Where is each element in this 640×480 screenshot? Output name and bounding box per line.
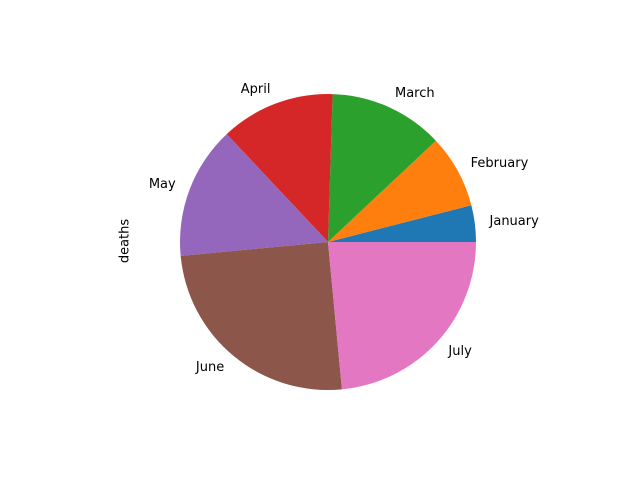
pie-slice-july [328,242,476,390]
pie-label-july: July [447,344,472,359]
y-axis-label: deaths [118,219,133,264]
pie-label-january: January [489,214,540,229]
pie-label-march: March [395,86,435,101]
pie-slice-march [328,94,436,242]
pie-label-february: February [471,156,529,171]
pie-slice-january [328,205,477,242]
pie-label-june: June [195,360,224,375]
pie-label-may: May [149,177,176,192]
pie-slice-may [180,134,328,256]
pie-labels: January February March April May June July [149,82,539,375]
pie-slice-april [226,93,333,242]
pie-label-april: April [241,82,271,97]
pie-slice-june [180,242,342,390]
pie-slice-february [328,140,472,242]
pie-slices [180,93,477,390]
